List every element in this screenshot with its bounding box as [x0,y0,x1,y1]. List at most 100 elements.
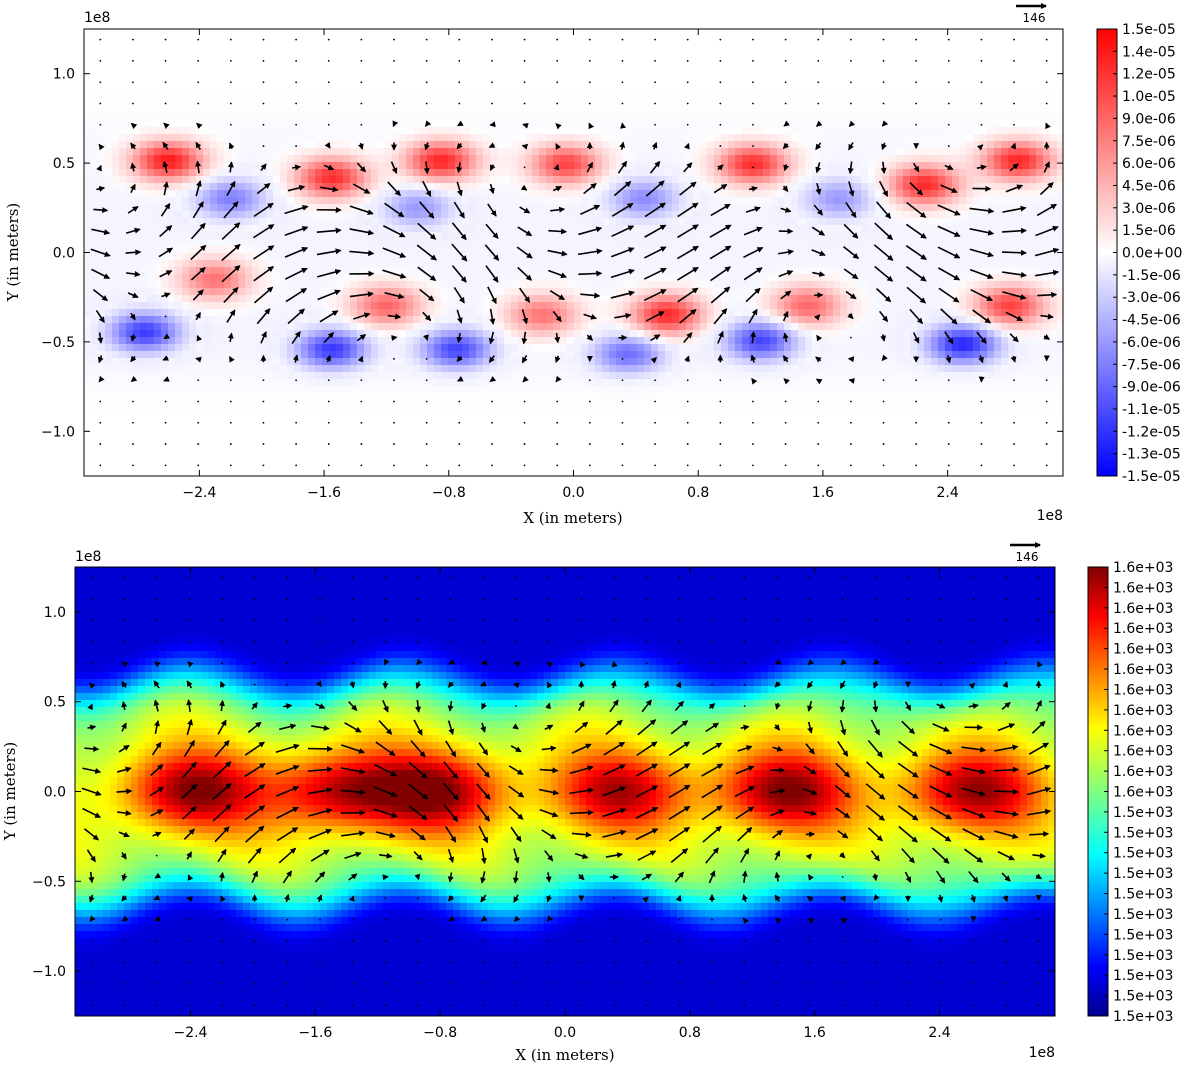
field-cell [98,428,105,435]
field-cell [595,337,602,344]
field-cell [98,372,105,379]
field-cell [525,288,532,295]
field-cell [231,407,238,414]
field-cell [532,106,539,113]
field-cell [378,162,385,169]
field-cell [490,463,497,470]
field-cell [189,71,196,78]
field-cell [588,302,595,309]
field-cell [497,295,504,302]
field-cell [224,344,231,351]
field-cell [224,414,231,421]
field-cell [441,64,448,71]
field-cell [490,344,497,351]
field-cell [147,183,154,190]
field-cell [343,127,350,134]
field-cell [98,190,105,197]
field-cell [511,449,518,456]
field-cell [434,358,441,365]
field-cell [119,316,126,323]
field-cell [560,148,567,155]
field-cell [301,372,308,379]
field-cell [413,134,420,141]
field-cell [609,148,616,155]
field-cell [217,92,224,99]
field-cell [112,421,119,428]
field-cell [168,43,175,50]
field-cell [378,169,385,176]
field-cell [392,407,399,414]
field-cell [336,274,343,281]
field-cell [238,99,245,106]
field-cell [532,190,539,197]
field-cell [105,106,112,113]
field-cell [623,155,630,162]
field-cell [392,421,399,428]
field-cell [105,407,112,414]
field-cell [329,232,336,239]
field-cell [490,365,497,372]
field-cell [112,281,119,288]
field-cell [217,169,224,176]
field-cell [385,337,392,344]
field-cell [252,155,259,162]
field-cell [567,141,574,148]
field-cell [532,260,539,267]
field-cell [168,456,175,463]
field-cell [168,365,175,372]
field-cell [483,393,490,400]
field-cell [84,50,91,57]
field-cell [140,218,147,225]
field-cell [112,274,119,281]
field-cell [91,316,98,323]
field-cell [322,428,329,435]
field-cell [588,393,595,400]
field-cell [119,120,126,127]
field-cell [217,134,224,141]
field-cell [602,71,609,78]
field-cell [133,106,140,113]
field-cell [567,295,574,302]
field-cell [280,113,287,120]
field-cell [532,330,539,337]
field-cell [259,421,266,428]
field-cell [273,36,280,43]
field-cell [245,309,252,316]
field-cell [182,302,189,309]
field-cell [182,204,189,211]
field-cell [574,470,581,476]
field-cell [525,218,532,225]
field-cell [210,344,217,351]
field-cell [434,176,441,183]
field-cell [364,386,371,393]
field-cell [294,393,301,400]
field-cell [490,99,497,106]
field-cell [476,365,483,372]
field-cell [574,78,581,85]
field-cell [112,428,119,435]
field-cell [154,106,161,113]
field-cell [196,365,203,372]
field-cell [119,253,126,260]
field-cell [245,57,252,64]
field-cell [210,281,217,288]
field-cell [84,281,91,288]
field-cell [308,246,315,253]
field-cell [350,344,357,351]
field-cell [602,43,609,50]
field-cell [203,281,210,288]
field-cell [154,71,161,78]
field-cell [105,281,112,288]
field-cell [525,36,532,43]
field-cell [350,64,357,71]
field-cell [364,78,371,85]
field-cell [329,414,336,421]
field-cell [441,225,448,232]
field-cell [588,274,595,281]
field-cell [350,120,357,127]
field-cell [427,351,434,358]
field-cell [308,57,315,64]
field-cell [448,57,455,64]
field-cell [350,393,357,400]
field-cell [126,36,133,43]
